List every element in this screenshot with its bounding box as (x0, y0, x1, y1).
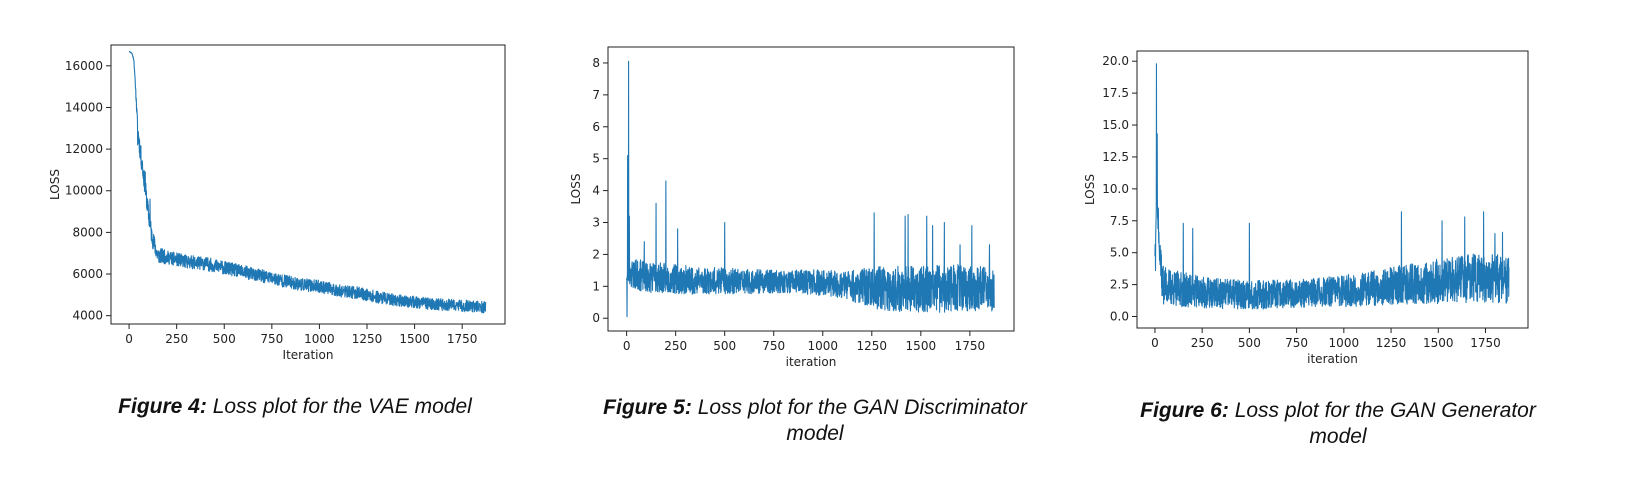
figure-5-text: Loss plot for the GAN Discriminator mode… (697, 396, 1027, 445)
y-tick-label: 4000 (72, 309, 103, 323)
x-axis-label: iteration (786, 355, 837, 369)
y-tick-label: 7 (592, 88, 600, 102)
y-tick-label: 1 (592, 279, 600, 293)
x-tick-label: 500 (1238, 336, 1261, 350)
y-axis-label: LOSS (569, 174, 583, 205)
figure-5-caption: Figure 5: Loss plot for the GAN Discrimi… (600, 395, 1030, 447)
x-tick-label: 1250 (857, 339, 888, 353)
plot-frame (607, 46, 1015, 332)
x-tick-label: 750 (1285, 336, 1308, 350)
x-tick-label: 1500 (399, 332, 430, 346)
x-tick-label: 1750 (447, 332, 478, 346)
figure-6-caption: Figure 6: Loss plot for the GAN Generato… (1128, 398, 1548, 450)
y-tick-label: 8 (592, 56, 600, 70)
y-tick-label: 0 (592, 311, 600, 325)
x-tick-label: 1250 (352, 332, 383, 346)
x-tick-label: 1000 (1329, 336, 1360, 350)
y-tick-label: 16000 (65, 59, 103, 73)
y-tick-label: 5.0 (1110, 246, 1129, 260)
y-tick-label: 10000 (65, 184, 103, 198)
plot-frame (1136, 50, 1529, 329)
y-tick-label: 17.5 (1102, 86, 1129, 100)
y-tick-label: 2 (592, 247, 600, 261)
x-tick-label: 1000 (304, 332, 335, 346)
plot-frame (110, 44, 506, 325)
chart-gan-discriminator-loss: 0 250 500 750 1000 1250 1500 1750 0 1 2 3 4 5 6 7 8 itera… (569, 46, 1015, 369)
y-tick-label: 7.5 (1110, 214, 1129, 228)
x-tick-label: 250 (1191, 336, 1214, 350)
x-tick-label: 1500 (1423, 336, 1454, 350)
figure-5-label: Figure 5: (603, 396, 692, 419)
x-tick-label: 500 (713, 339, 736, 353)
loss-series-line (1154, 63, 1510, 310)
figure-4-text: Loss plot for the VAE model (212, 395, 472, 418)
x-tick-label: 1250 (1376, 336, 1407, 350)
loss-series-line (128, 50, 487, 314)
x-tick-label: 1750 (955, 339, 986, 353)
y-tick-label: 12.5 (1102, 150, 1129, 164)
y-tick-label: 2.5 (1110, 278, 1129, 292)
y-axis-label: LOSS (48, 169, 62, 200)
y-tick-label: 0.0 (1110, 310, 1129, 324)
y-tick-label: 6000 (72, 267, 103, 281)
figure-6-label: Figure 6: (1140, 399, 1229, 422)
y-tick-label: 15.0 (1102, 118, 1129, 132)
x-tick-label: 0 (125, 332, 133, 346)
figure-6-text: Loss plot for the GAN Generator model (1234, 399, 1536, 448)
x-tick-label: 0 (623, 339, 631, 353)
chart-vae-loss: 0 250 500 750 1000 1250 1500 1750 4000 6000 8000 10… (48, 44, 506, 362)
y-tick-label: 5 (592, 152, 600, 166)
y-tick-label: 3 (592, 216, 600, 230)
chart-gan-generator-loss: 0 250 500 750 1000 1250 1500 1750 0.0 2.5 5.0 7.5 10… (1083, 50, 1529, 366)
y-axis-label: LOSS (1083, 174, 1097, 205)
x-tick-label: 1750 (1470, 336, 1501, 350)
y-tick-label: 10.0 (1102, 182, 1129, 196)
x-tick-label: 250 (165, 332, 188, 346)
y-tick-label: 8000 (72, 225, 103, 239)
x-tick-label: 0 (1151, 336, 1159, 350)
x-tick-label: 1500 (906, 339, 937, 353)
y-tick-label: 12000 (65, 142, 103, 156)
x-tick-label: 1000 (807, 339, 838, 353)
y-tick-label: 14000 (65, 100, 103, 114)
x-tick-label: 250 (664, 339, 687, 353)
figure-4-caption: Figure 4: Loss plot for the VAE model (100, 394, 490, 420)
x-axis-label: iteration (1307, 352, 1358, 366)
y-tick-label: 4 (592, 184, 600, 198)
x-tick-label: 750 (762, 339, 785, 353)
y-tick-label: 20.0 (1102, 54, 1129, 68)
y-tick-label: 6 (592, 120, 600, 134)
figure-4-label: Figure 4: (118, 395, 207, 418)
x-tick-label: 500 (213, 332, 236, 346)
x-tick-label: 750 (260, 332, 283, 346)
x-axis-label: Iteration (283, 348, 334, 362)
loss-series-line (626, 60, 995, 318)
